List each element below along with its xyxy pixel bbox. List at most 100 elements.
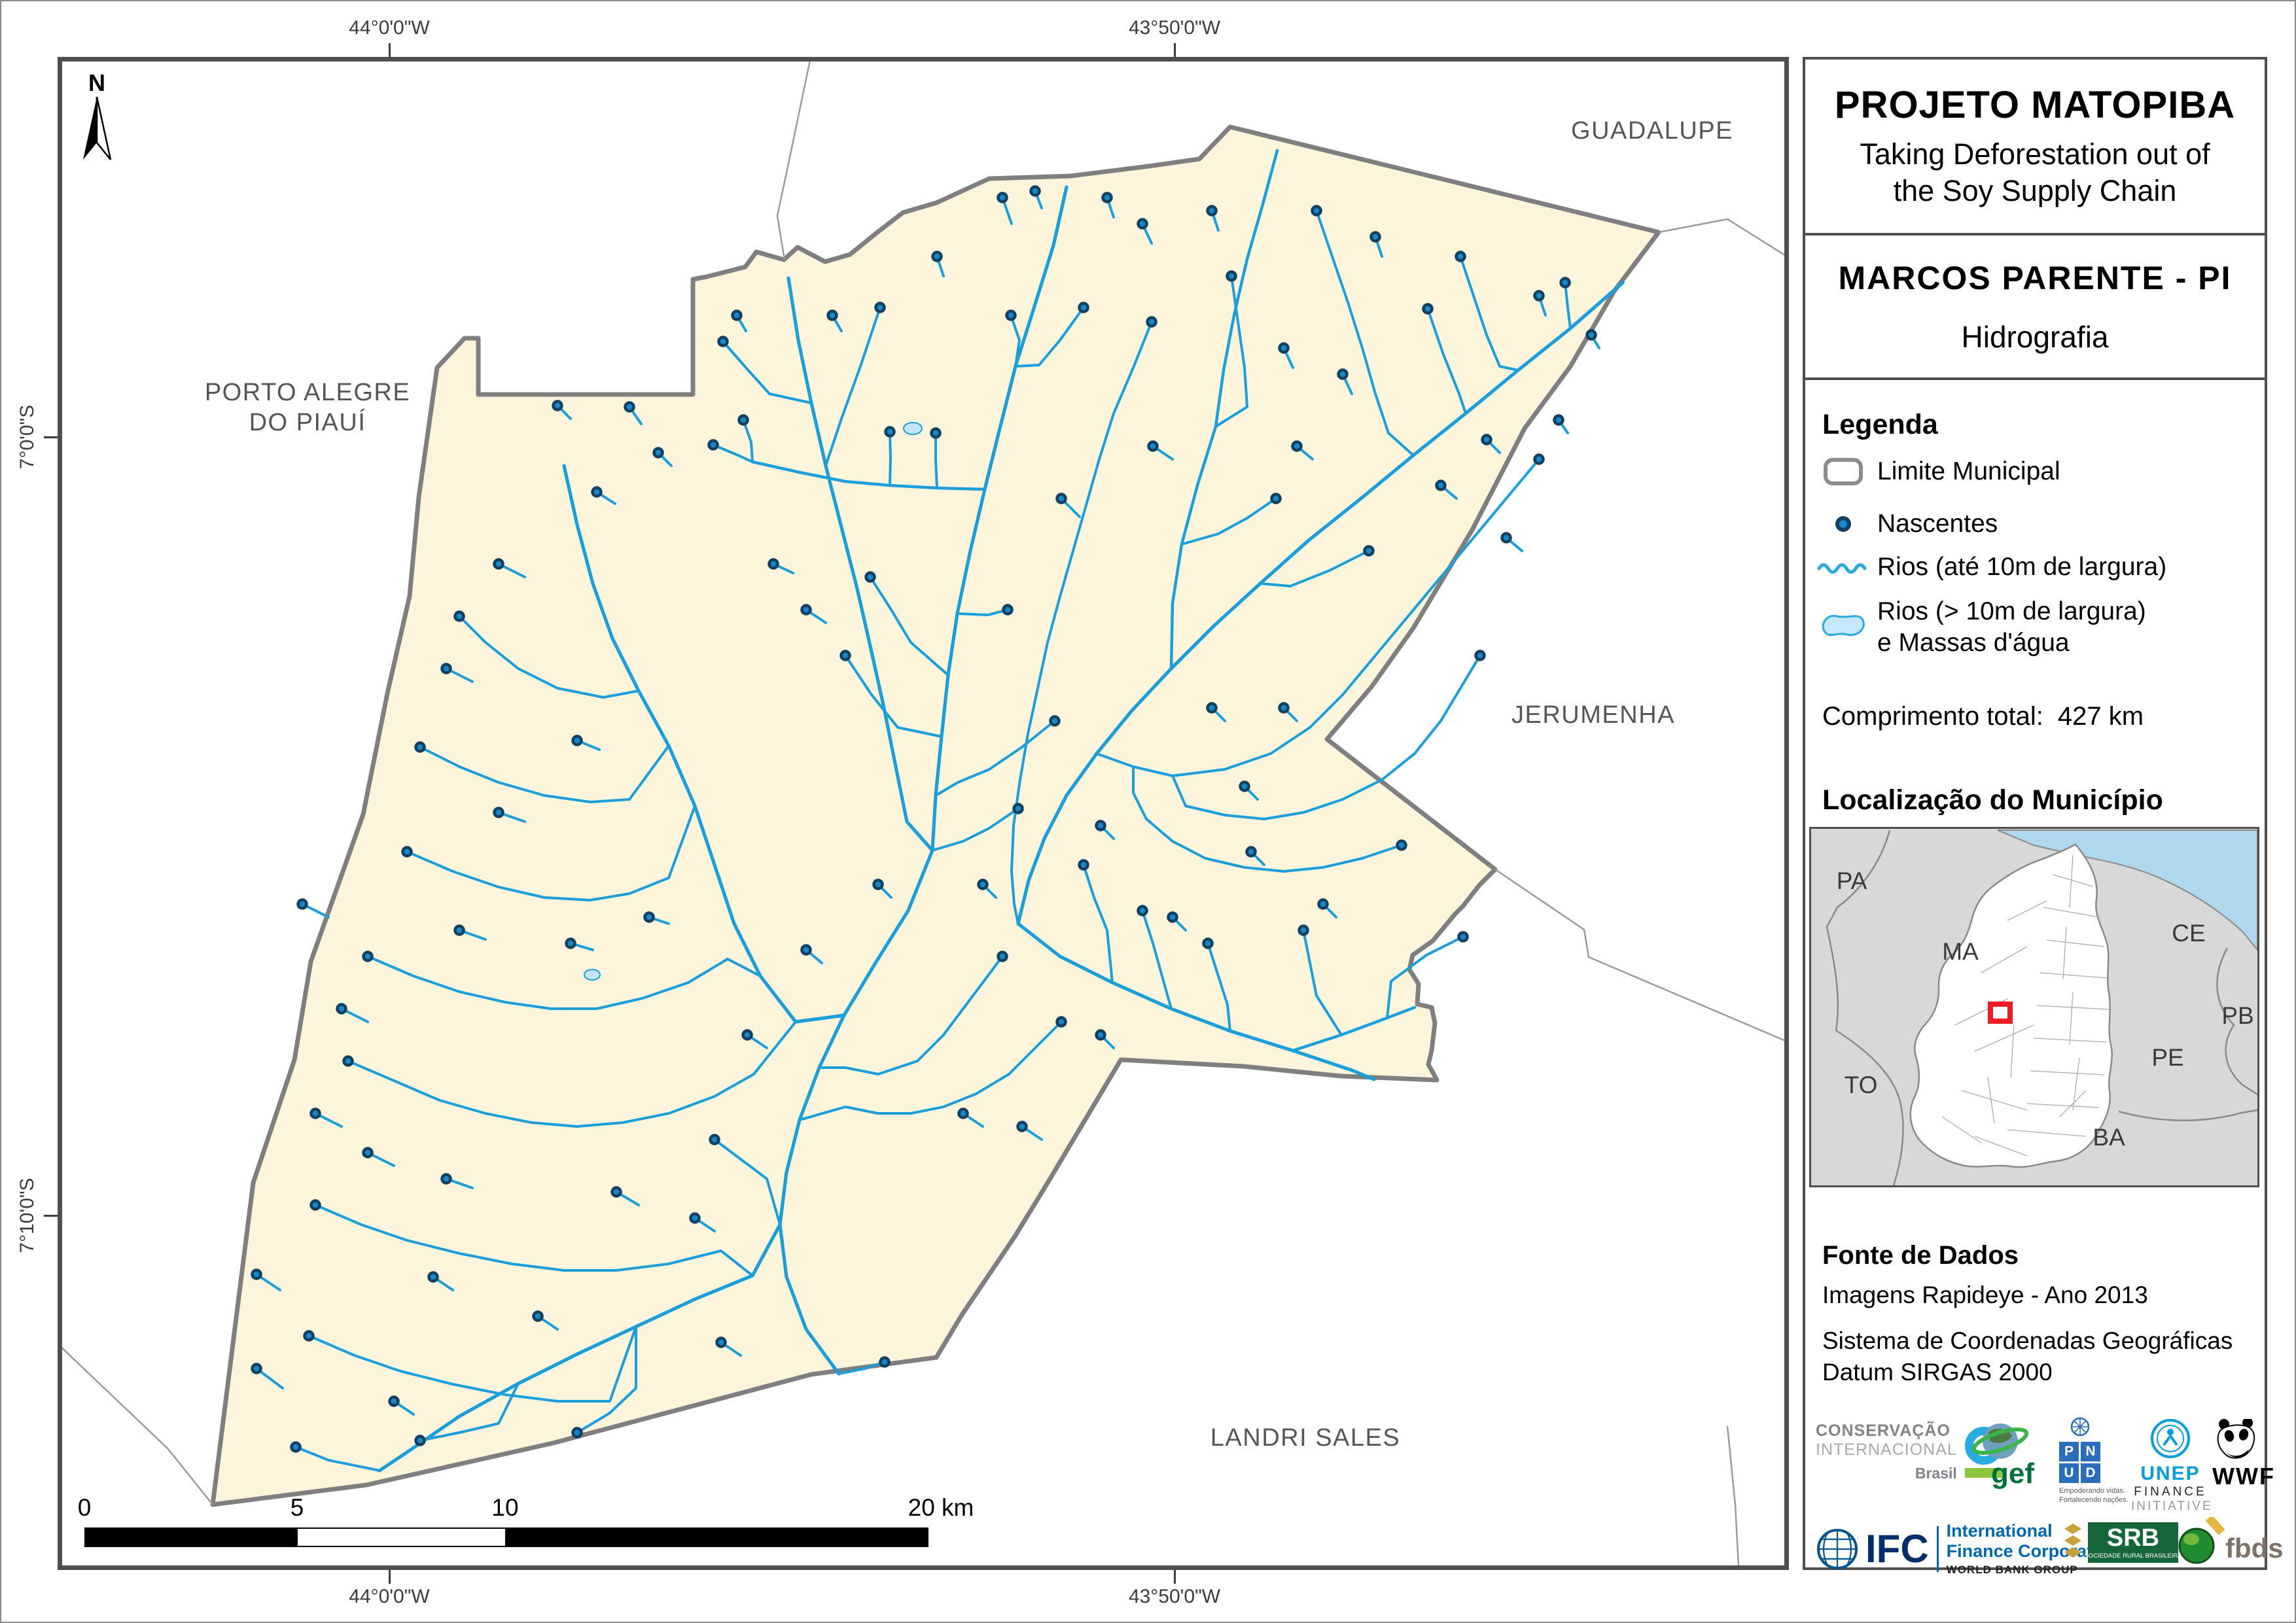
river-line <box>712 444 754 463</box>
spring-dot <box>303 1330 315 1342</box>
source-line1: Imagens Rapideye - Ano 2013 <box>1822 1282 2148 1308</box>
river-line <box>1180 497 1277 546</box>
spring-dot <box>1239 780 1250 792</box>
spring-dot <box>336 1003 347 1015</box>
nascente-swatch <box>1816 512 1871 536</box>
limite-swatch <box>1816 457 1871 485</box>
spring-dot <box>826 309 838 321</box>
spring-dot <box>1012 803 1024 814</box>
spring-dot <box>290 1441 302 1453</box>
spring-dot <box>930 427 942 439</box>
legend-heading: Legenda <box>1822 409 1938 440</box>
river-line <box>1171 654 1481 820</box>
total-length-value: 427 km <box>2057 702 2144 731</box>
spring-dot <box>309 1108 321 1119</box>
fbds-sphere-icon <box>2178 1517 2225 1564</box>
spring-dot <box>1455 251 1466 262</box>
logo-ifc: IFC International Finance Corporation WOR… <box>1816 1521 2119 1577</box>
ci-bar-icon <box>1964 1467 2003 1478</box>
spring-dot <box>1311 205 1322 217</box>
legend-item-nascentes: Nascentes <box>1816 508 1998 540</box>
neighbor-boundary-line <box>1658 218 1784 256</box>
neighbor-boundary-line <box>62 1347 213 1505</box>
spring-dot <box>532 1310 544 1322</box>
river-line <box>742 419 754 463</box>
coord-left-bottom: 7°10'0"S <box>16 1178 38 1253</box>
river-line <box>934 432 938 489</box>
spring-dot <box>414 1435 426 1446</box>
map-title-section: MARCOS PARENTE - PI Hidrografia <box>1805 236 2265 380</box>
tick-top-right <box>1174 43 1176 57</box>
state-labels: PA MA TO CE PB PE BA <box>1837 867 2254 1151</box>
river-line <box>1426 307 1467 415</box>
spring-dot <box>552 400 563 411</box>
legend-label: Rios (> 10m de largura) e Massas d'água <box>1877 597 2146 657</box>
spring-dot <box>1317 898 1329 910</box>
neighbor-municipality-label: JERUMENHA <box>1511 701 1675 729</box>
spring-dot <box>1422 303 1434 315</box>
spring-dot <box>800 604 812 616</box>
logo-pnud: P N U D Empoderando vidas. Fortalecendo … <box>2059 1416 2128 1505</box>
river-line <box>934 720 1056 797</box>
river-line <box>956 608 1009 616</box>
source-line2: Sistema de Coordenadas Geográficas <box>1822 1327 2233 1354</box>
river-line <box>419 1382 520 1442</box>
spring-dot <box>1585 329 1597 341</box>
spring-dot <box>800 944 812 956</box>
spring-dot <box>453 924 465 936</box>
gef-globe-icon <box>1971 1423 2029 1459</box>
municipality-mesh <box>1941 854 2110 1157</box>
scale-bar <box>84 1527 928 1547</box>
river-line <box>818 955 1004 1075</box>
srb-box: SRB SOCIEDADE RURAL BRASILEIRA <box>2084 1522 2182 1563</box>
spring-dot <box>1206 702 1218 714</box>
spring-dot <box>1146 316 1157 328</box>
state-boundary-line <box>2216 947 2257 1096</box>
spring-dot <box>1137 905 1148 916</box>
spring-dot <box>1278 702 1290 714</box>
river-line <box>824 306 881 467</box>
legend-label: Limite Municipal <box>1877 457 2060 485</box>
rios-swatch <box>1816 557 1871 577</box>
river-line <box>366 955 762 1010</box>
spring-dot <box>1270 493 1282 504</box>
river-line <box>1564 281 1572 330</box>
coord-bottom-left: 44°0'0"W <box>349 1586 430 1607</box>
legend-item-massas: Rios (> 10m de largura) e Massas d'água <box>1816 596 2146 658</box>
spring-dot <box>1101 192 1113 203</box>
logo-unep-fi: UNEP FINANCE INITIATIVE <box>2131 1418 2211 1514</box>
source-heading: Fonte de Dados <box>1822 1241 2019 1270</box>
spring-dot <box>1457 931 1469 943</box>
spring-dot <box>768 558 779 570</box>
neighbor-municipality-label: PORTO ALEGRE <box>205 379 410 406</box>
spring-dot <box>997 192 1008 203</box>
river-line <box>931 807 1019 852</box>
spring-dot <box>741 1029 753 1041</box>
river-line <box>1016 922 1376 1081</box>
legend-item-limite: Limite Municipal <box>1816 456 2060 487</box>
spring-dot <box>874 302 886 313</box>
municipal-boundary-icon <box>1824 457 1863 485</box>
spring-dot <box>1002 604 1014 616</box>
spring-dot <box>401 846 413 858</box>
spring-dot <box>440 663 452 674</box>
river-line <box>1214 275 1248 428</box>
river-line <box>844 654 943 738</box>
total-length: Comprimento total: 427 km <box>1822 702 2144 731</box>
spring-dot <box>1095 1029 1106 1041</box>
logo-fbds: fbds <box>2177 1517 2284 1568</box>
spring-dot <box>652 447 664 459</box>
spring-dot <box>1481 434 1492 445</box>
spring-dot <box>309 1199 321 1211</box>
spring-dot <box>1291 440 1303 452</box>
spring-dot <box>1278 342 1290 354</box>
location-heading: Localização do Município <box>1822 784 2163 816</box>
river-line <box>1302 929 1343 1036</box>
state-label-to: TO <box>1845 1072 1878 1098</box>
spring-dot <box>388 1395 400 1407</box>
river-line <box>576 1325 637 1434</box>
river-line <box>786 276 934 852</box>
ifc-globe-icon <box>1817 1528 1858 1569</box>
logo-gef: gef <box>1969 1419 2041 1490</box>
